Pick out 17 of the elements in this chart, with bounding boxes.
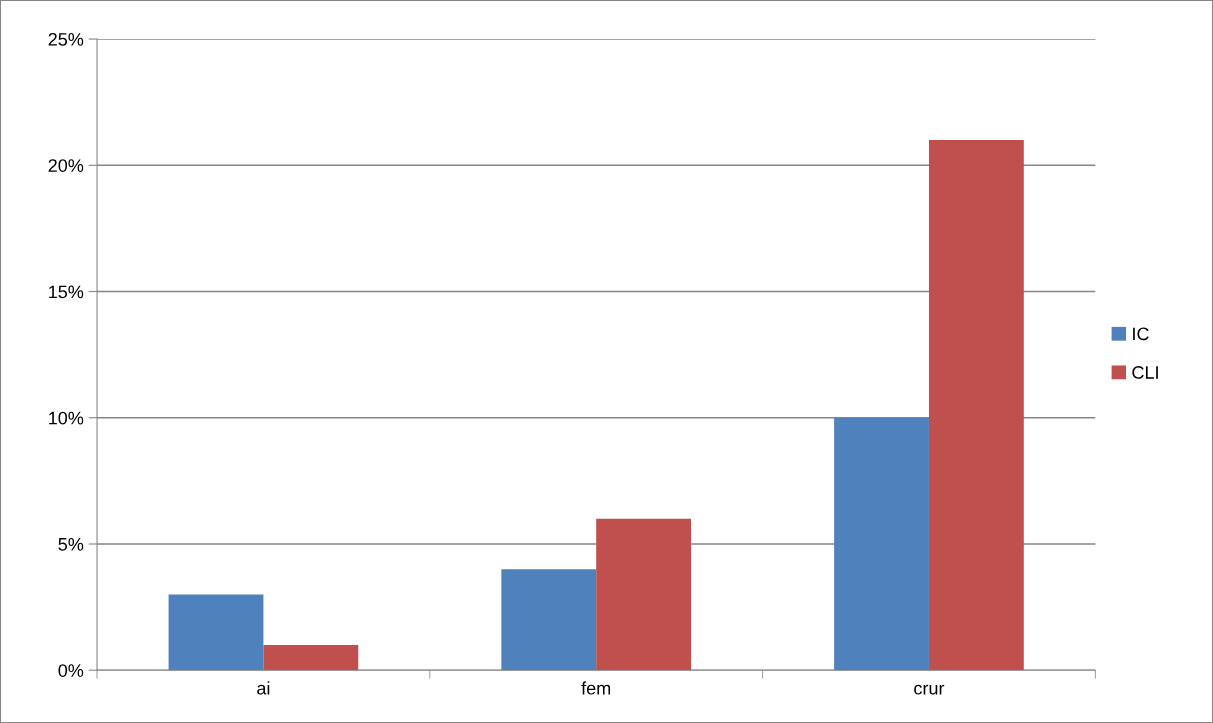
x-tick-label: ai [257, 681, 270, 695]
bar [928, 140, 1024, 671]
legend-label: CLI [1132, 366, 1158, 379]
bar [834, 417, 929, 671]
bar [596, 518, 692, 671]
y-tick-label: 15% [49, 285, 84, 299]
y-tick-label: 5% [58, 538, 84, 551]
y-tick-label: 25% [48, 32, 84, 46]
y-tick-label: 20% [48, 159, 84, 172]
bar [168, 594, 264, 671]
y-tick-label: 0% [58, 664, 84, 677]
bar [501, 569, 597, 671]
y-tick-label: 10% [49, 411, 84, 425]
bar [263, 644, 359, 671]
x-tick-label: crur [914, 684, 945, 695]
x-tick-label: fem [581, 681, 611, 695]
legend-label: IC [1133, 327, 1149, 341]
